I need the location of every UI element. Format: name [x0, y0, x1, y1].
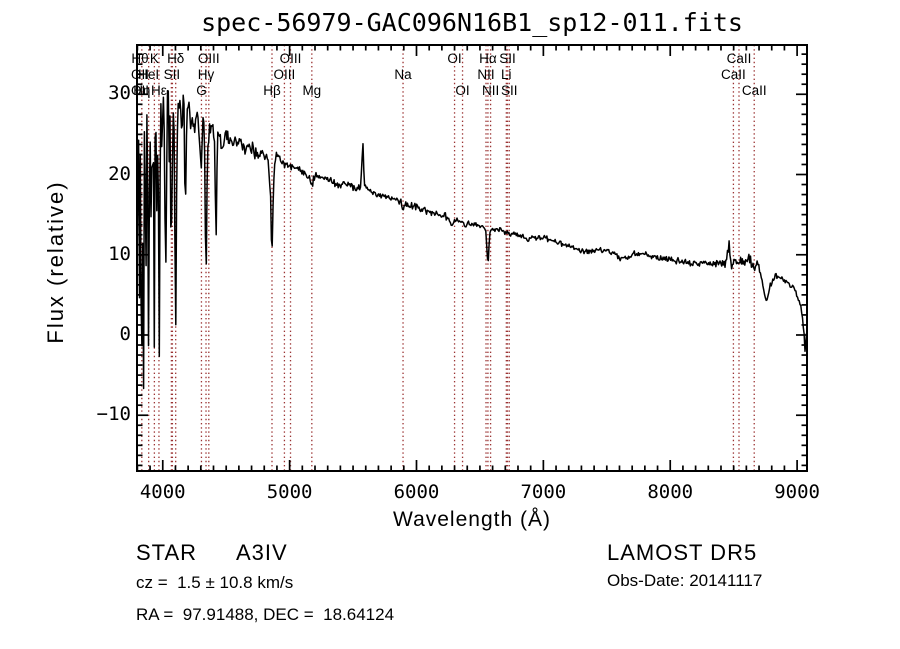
plot-title: spec-56979-GAC096N16B1_sp12-011.fits: [201, 8, 743, 37]
spectrum-trace: [136, 89, 808, 390]
spectral-line-label: Hδ: [167, 51, 184, 66]
plot-frame: [136, 44, 808, 472]
x-tick-label: 5000: [266, 481, 313, 503]
spectral-line-label: CaII: [721, 67, 746, 82]
y-tick-label: 30: [108, 82, 131, 105]
x-axis-title: Wavelength (Å): [393, 508, 551, 531]
x-tick-label: 6000: [393, 481, 440, 503]
ra-dec-label: RA = 97.91488, DEC = 18.64124: [136, 605, 395, 624]
spectral-line-label: NII: [482, 83, 499, 98]
x-tick-label: 7000: [520, 481, 567, 503]
x-tick-label: 4000: [139, 481, 186, 503]
spectral-line-label: OI: [447, 51, 461, 66]
object-class-label: STAR: [136, 540, 198, 565]
y-tick-label: 0: [119, 322, 131, 345]
spectral-line-label: OI: [455, 83, 469, 98]
spectral-line-label: Hβ: [263, 83, 281, 98]
spectral-line-label: Na: [394, 67, 412, 82]
cz-velocity-label: cz = 1.5 ± 10.8 km/s: [136, 573, 294, 592]
y-axis-title: Flux (relative): [43, 180, 68, 344]
spectral-line-label: Hε: [151, 83, 167, 98]
spectral-line-label: OIII: [280, 51, 302, 66]
obs-date-label: Obs-Date: 20141117: [607, 571, 763, 590]
y-tick-label: 20: [108, 162, 131, 185]
spectral-line-label: CaII: [742, 83, 767, 98]
spectral-line-label: OIII: [274, 67, 296, 82]
spectral-line-label: Hη: [133, 83, 150, 98]
spectral-line-label: NII: [477, 67, 494, 82]
spectral-line-label: Hθ: [131, 51, 148, 66]
x-tick-label: 9000: [774, 481, 820, 503]
spectral-line-label: K: [150, 51, 159, 66]
spectral-line-label: Hα: [479, 51, 497, 66]
spectral-line-label: HeI: [138, 67, 159, 82]
spectral-line-label: SII: [499, 51, 516, 66]
object-subclass-label: A3IV: [236, 540, 288, 565]
spectral-line-label: SII: [501, 83, 518, 98]
spectral-line-label: Hγ: [198, 67, 215, 82]
spectral-line-label: Li: [501, 67, 512, 82]
x-tick-label: 8000: [647, 481, 694, 503]
spectral-line-label: Mg: [302, 83, 321, 98]
spectral-line-label: OIII: [198, 51, 220, 66]
spectral-line-label: G: [196, 83, 207, 98]
spectral-line-label: SII: [164, 67, 181, 82]
y-tick-label: −10: [96, 403, 131, 426]
survey-release-label: LAMOST DR5: [607, 540, 758, 565]
spectral-line-label: CaII: [727, 51, 752, 66]
y-tick-label: 10: [108, 242, 131, 265]
